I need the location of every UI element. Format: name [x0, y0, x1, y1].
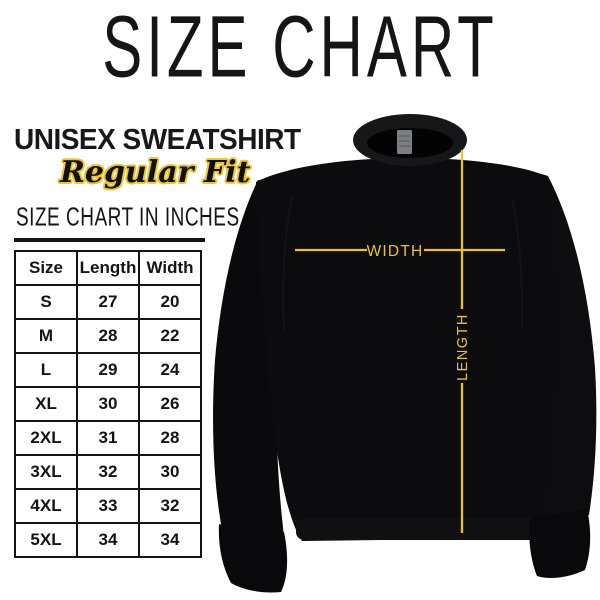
- table-header-row: Size Length Width: [14, 250, 202, 286]
- sweatshirt-right-cuff: [529, 509, 591, 578]
- cell-size: XL: [14, 386, 78, 422]
- cell-width: 34: [138, 522, 202, 558]
- cell-length: 29: [76, 352, 140, 388]
- sweatshirt-left-cuff: [218, 524, 288, 593]
- cell-width: 32: [138, 488, 202, 524]
- table-row: XL 30 26: [14, 386, 202, 422]
- cell-size: 4XL: [14, 488, 78, 524]
- cell-width: 20: [138, 284, 202, 320]
- length-label: LENGTH: [455, 313, 471, 381]
- table-row: 4XL 33 32: [14, 488, 202, 524]
- fabric-fold: [282, 195, 293, 331]
- page-title: SIZE CHART: [102, 0, 498, 96]
- sweatshirt-hem: [296, 518, 538, 540]
- table-row: 3XL 32 30: [14, 454, 202, 490]
- cell-length: 34: [76, 522, 140, 558]
- cell-length: 27: [76, 284, 140, 320]
- cell-length: 28: [76, 318, 140, 354]
- cell-length: 33: [76, 488, 140, 524]
- cell-width: 26: [138, 386, 202, 422]
- table-heading: SIZE CHART IN INCHES: [16, 203, 240, 232]
- size-table: Size Length Width S 27 20 M 28 22 L 29 2…: [14, 250, 202, 558]
- cell-width: 30: [138, 454, 202, 490]
- cell-size: 5XL: [14, 522, 78, 558]
- table-heading-underline: [14, 238, 205, 242]
- cell-width: 28: [138, 420, 202, 456]
- fit-label: Regular Fit: [60, 155, 251, 190]
- cell-length: 32: [76, 454, 140, 490]
- column-header-width: Width: [138, 250, 202, 286]
- column-header-length: Length: [76, 250, 140, 286]
- table-row: M 28 22: [14, 318, 202, 354]
- cell-size: M: [14, 318, 78, 354]
- table-row: S 27 20: [14, 284, 202, 320]
- cell-length: 30: [76, 386, 140, 422]
- cell-size: 3XL: [14, 454, 78, 490]
- cell-width: 22: [138, 318, 202, 354]
- sweatshirt-body: [256, 157, 556, 541]
- fabric-fold: [511, 197, 524, 331]
- cell-size: S: [14, 284, 78, 320]
- measurement-lines: [295, 150, 505, 533]
- table-row: L 29 24: [14, 352, 202, 388]
- cell-length: 31: [76, 420, 140, 456]
- width-label: WIDTH: [367, 243, 424, 260]
- cell-width: 24: [138, 352, 202, 388]
- cell-size: 2XL: [14, 420, 78, 456]
- product-name: UNISEX SWEATSHIRT: [14, 123, 301, 156]
- brand-tag: [397, 130, 412, 154]
- table-row: 5XL 34 34: [14, 522, 202, 558]
- table-row: 2XL 31 28: [14, 420, 202, 456]
- cell-size: L: [14, 352, 78, 388]
- column-header-size: Size: [14, 250, 78, 286]
